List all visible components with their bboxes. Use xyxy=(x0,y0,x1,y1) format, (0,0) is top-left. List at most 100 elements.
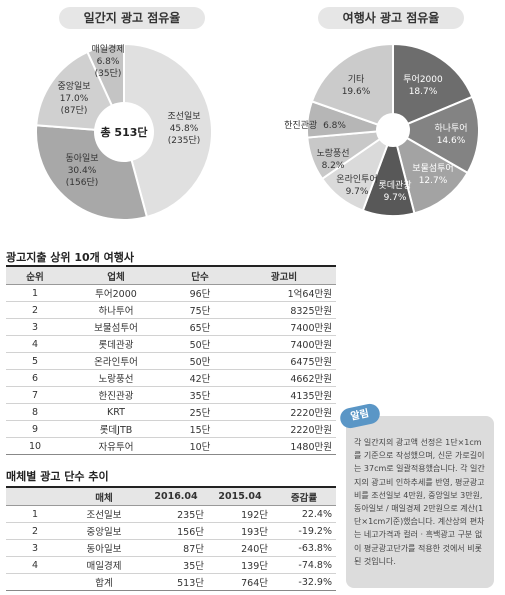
table-row: 6 노랑풍선 42단 4662만원 xyxy=(6,369,336,387)
pie2-slice-3 xyxy=(391,127,469,215)
table-row: 4 매일경제 35단 139단 -74.8% xyxy=(6,556,336,574)
col-header: 단수 xyxy=(168,265,232,285)
table-cell xyxy=(6,573,64,591)
travel-pie-title: 여행사 광고 점유율 xyxy=(318,7,464,29)
table-cell: 6475만원 xyxy=(232,352,336,370)
table-row: 4 롯데관광 50단 7400만원 xyxy=(6,335,336,353)
pie1-label-name: 동아일보 xyxy=(65,153,98,164)
pie2-label-pct: 8.2% xyxy=(322,161,345,171)
col-header: 2016.04 xyxy=(144,486,208,506)
table-cell: 동아일보 xyxy=(64,539,144,557)
table-cell: 240단 xyxy=(208,539,272,557)
table-cell: 롯데JTB xyxy=(64,420,168,438)
table-cell: -32.9% xyxy=(272,573,336,591)
table-cell: 하나투어 xyxy=(64,301,168,319)
col-header: 매체 xyxy=(64,486,144,506)
pie2-label-name: 기타 xyxy=(348,74,365,85)
pie1-label-pct: 45.8% xyxy=(170,124,199,134)
table-row: 2 중앙일보 156단 193단 -19.2% xyxy=(6,522,336,540)
notice-box: 알림 각 일간지의 광고액 선정은 1단×1cm를 기준으로 작성했으며, 신문… xyxy=(338,402,494,588)
pie1-slice-1 xyxy=(123,42,214,219)
table-cell: 35단 xyxy=(144,556,208,574)
pie2-label-name: 노랑풍선 xyxy=(316,147,349,159)
table-cell: 25단 xyxy=(168,403,232,421)
table-cell: 1 xyxy=(6,284,64,302)
table-row: 3 동아일보 87단 240단 -63.8% xyxy=(6,539,336,557)
table-cell: 139단 xyxy=(208,556,272,574)
pie1-label-pct: 17.0% xyxy=(60,94,89,104)
pie2-label-name: 롯데관광 xyxy=(378,179,411,191)
pie2-label-name: 한진관광 xyxy=(284,119,317,131)
table-row: 9 롯데JTB 15단 2220만원 xyxy=(6,420,336,438)
pie2-label-name: 투어2000 xyxy=(403,74,443,85)
col-header: 업체 xyxy=(64,265,168,285)
table-cell: 50만 xyxy=(168,352,232,370)
pie1-label-count: (156단) xyxy=(66,177,98,188)
col-header: 광고비 xyxy=(232,265,336,285)
pie1-label-count: (87단) xyxy=(61,105,88,116)
pie2-slice-2 xyxy=(390,95,480,175)
travel-pie-chart: 투어2000 18.7% 하나투어 14.6% 보물섬투어 12.7% 롯데관광… xyxy=(284,42,480,217)
pie1-label-name: 중앙일보 xyxy=(57,80,90,92)
table-cell: 투어2000 xyxy=(64,284,168,302)
daily-pie-chart: 총 513단 조선일보 45.8% (235단) 동아일보 30.4% (156… xyxy=(35,42,214,222)
table-cell: 42단 xyxy=(168,369,232,387)
table-cell: 온라인투어 xyxy=(64,352,168,370)
table-cell: 2220만원 xyxy=(232,420,336,438)
pie2-label-pct: 18.7% xyxy=(409,87,438,97)
table-cell: 2 xyxy=(6,301,64,319)
table-row: 2 하나투어 75단 8325만원 xyxy=(6,301,336,319)
pie2-slice-8 xyxy=(310,42,394,132)
table-cell: 193단 xyxy=(208,522,272,540)
table-cell: 9 xyxy=(6,420,64,438)
table-cell: 합계 xyxy=(64,573,144,591)
table-row: 1 투어2000 96단 1억64만원 xyxy=(6,284,336,302)
table-row: 1 조선일보 235단 192단 22.4% xyxy=(6,505,336,523)
table-cell: 4135만원 xyxy=(232,386,336,404)
pie2-label-name: 온라인투어 xyxy=(336,174,377,185)
col-header: 증감률 xyxy=(272,486,336,506)
table-cell: 3 xyxy=(6,539,64,557)
col-header: 2015.04 xyxy=(208,486,272,506)
table-cell: 96단 xyxy=(168,284,232,302)
table-cell: KRT xyxy=(64,403,168,421)
table-cell: 65단 xyxy=(168,318,232,336)
table-row: 합계 513단 764단 -32.9% xyxy=(6,573,336,591)
table-cell: 롯데관광 xyxy=(64,335,168,353)
pie1-label-count: (235단) xyxy=(168,135,200,146)
table-cell: 35단 xyxy=(168,386,232,404)
table-cell: 10 xyxy=(6,437,64,455)
table-cell: 1 xyxy=(6,505,64,523)
pie2-label-pct: 9.7% xyxy=(384,193,407,203)
table-cell: 50단 xyxy=(168,335,232,353)
table-cell: 10단 xyxy=(168,437,232,455)
table-cell: 8325만원 xyxy=(232,301,336,319)
table-cell: 8 xyxy=(6,403,64,421)
table-cell: 노랑풍선 xyxy=(64,369,168,387)
pie1-label-count: (35단) xyxy=(95,68,122,79)
table-cell: 4 xyxy=(6,556,64,574)
table-cell: 매일경제 xyxy=(64,556,144,574)
table-cell: 1480만원 xyxy=(232,437,336,455)
pie1-label-pct: 30.4% xyxy=(68,166,97,176)
pie2-label-pct: 19.6% xyxy=(342,87,371,97)
table-cell: 7400만원 xyxy=(232,318,336,336)
pie2-label-combined: 한진관광 6.8% xyxy=(284,119,346,131)
table-cell: 156단 xyxy=(144,522,208,540)
pie2-label-name: 하나투어 xyxy=(434,123,467,134)
table-cell: 235단 xyxy=(144,505,208,523)
table-cell: 87단 xyxy=(144,539,208,557)
table-cell: 513단 xyxy=(144,573,208,591)
table-cell: 보물섬투어 xyxy=(64,318,168,336)
table-cell: 192단 xyxy=(208,505,272,523)
table-cell: 7400만원 xyxy=(232,335,336,353)
table-cell: 조선일보 xyxy=(64,505,144,523)
table-cell: 5 xyxy=(6,352,64,370)
table-cell: 한진관광 xyxy=(64,386,168,404)
table-cell: -19.2% xyxy=(272,522,336,540)
table-row: 7 한진관광 35단 4135만원 xyxy=(6,386,336,404)
pie2-label-name: 보물섬투어 xyxy=(412,163,453,174)
top10-table: 순위 업체 단수 광고비 1 투어2000 96단 1억64만원 2 하나투어 75단 832… xyxy=(6,265,336,455)
table-cell: 1억64만원 xyxy=(232,284,336,302)
media-title: 매체별 광고 단수 추이 xyxy=(6,470,109,483)
